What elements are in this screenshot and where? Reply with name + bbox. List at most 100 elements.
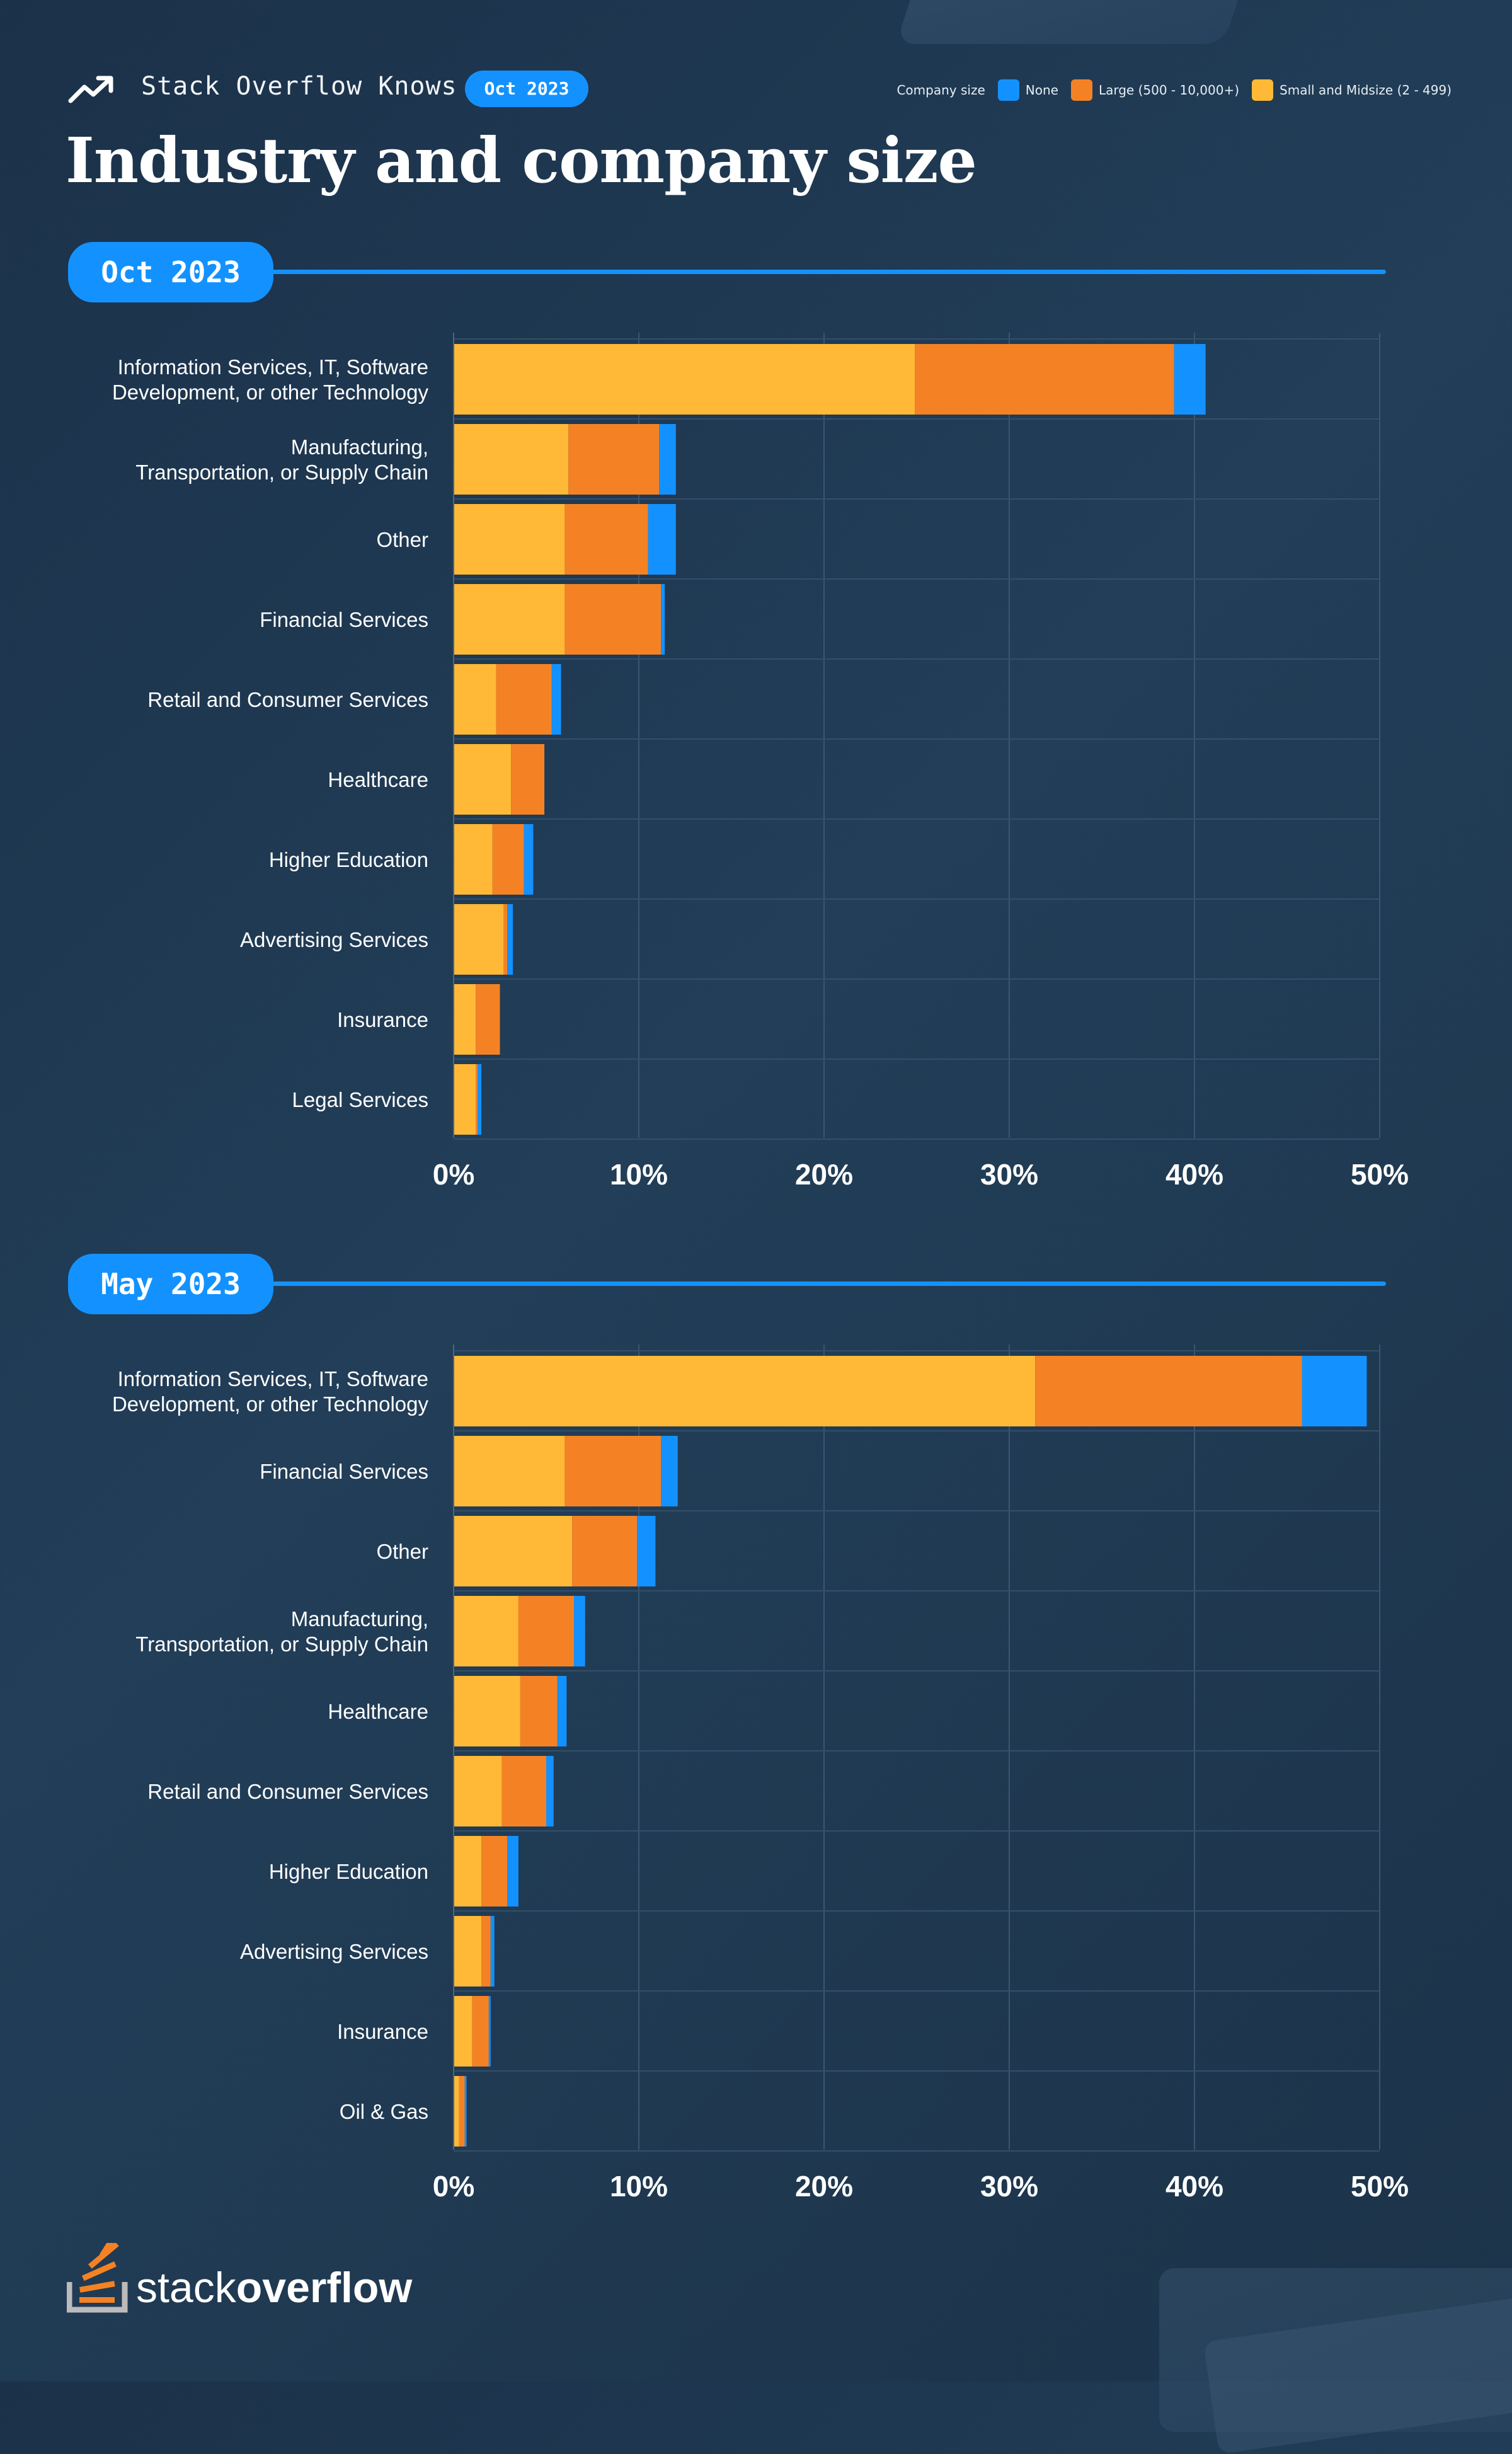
stackoverflow-wordmark: stackoverflow xyxy=(136,2264,413,2312)
bar-segment-none xyxy=(1302,1356,1367,1426)
wordmark-light: stack xyxy=(136,2264,237,2312)
category-label: Insurance xyxy=(337,1008,428,1031)
stackoverflow-logo-icon xyxy=(66,2224,128,2313)
page-title: Industry and company size xyxy=(66,125,977,197)
category-label: Other xyxy=(376,1540,428,1563)
category-label-line: Legal Services xyxy=(292,1088,428,1111)
category-label: Retail and Consumer Services xyxy=(147,688,428,711)
category-label-line: Insurance xyxy=(337,1008,428,1031)
x-tick-label: 40% xyxy=(1166,2170,1223,2203)
bar-segment-small-and-midsize-2-499 xyxy=(454,504,565,575)
bar-segment-large-500-10-000 xyxy=(564,584,662,655)
bar-segment-large-500-10-000 xyxy=(481,1836,508,1906)
category-label: Retail and Consumer Services xyxy=(147,1780,428,1803)
category-label: Manufacturing, Transportation, or Supply … xyxy=(135,435,428,484)
category-label-line: Financial Services xyxy=(260,608,428,631)
bar-segment-small-and-midsize-2-499 xyxy=(454,1596,518,1666)
category-label: Information Services, IT, Software Develo… xyxy=(112,1367,429,1416)
bar-segment-none xyxy=(1174,344,1206,415)
wordmark-bold: overflow xyxy=(236,2264,413,2312)
bar-segment-small-and-midsize-2-499 xyxy=(454,424,569,495)
x-tick-label: 30% xyxy=(980,2170,1038,2203)
category-label: Financial Services xyxy=(260,608,428,631)
bar-segment-small-and-midsize-2-499 xyxy=(454,824,493,895)
bar-segment-small-and-midsize-2-499 xyxy=(454,1916,482,1987)
bar-segment-large-500-10-000 xyxy=(915,344,1174,415)
category-label-line: Development, or other Technology xyxy=(112,1392,429,1416)
x-tick-label: 20% xyxy=(795,2170,853,2203)
x-tick-label: 50% xyxy=(1351,2170,1409,2203)
category-label: Legal Services xyxy=(292,1088,428,1111)
category-label: Insurance xyxy=(337,2020,428,2043)
category-label-line: Transportation, or Supply Chain xyxy=(135,461,428,484)
bar-segment-small-and-midsize-2-499 xyxy=(454,1996,472,2067)
bar-segment-small-and-midsize-2-499 xyxy=(454,2076,459,2147)
bar-segment-small-and-midsize-2-499 xyxy=(454,744,512,815)
bar-segment-none xyxy=(637,1516,656,1586)
category-label-line: Higher Education xyxy=(269,848,428,871)
bar-segment-large-500-10-000 xyxy=(501,1756,546,1826)
bar-segment-none xyxy=(524,824,534,895)
section-pill-oct-2023: Oct 2023 xyxy=(68,242,273,302)
brand-name: Stack Overflow Knows xyxy=(141,72,457,101)
legend-label-small-midsize: Small and Midsize (2 - 499) xyxy=(1280,83,1452,98)
bar-chart-oct-2023: Information Services, IT, Software Develo… xyxy=(112,333,1409,1191)
legend-label-none: None xyxy=(1025,83,1058,98)
bar-segment-large-500-10-000 xyxy=(568,424,660,495)
category-label-line: Development, or other Technology xyxy=(112,381,429,404)
category-label: Healthcare xyxy=(328,1700,428,1723)
x-tick-label: 50% xyxy=(1351,1158,1409,1191)
category-label-line: Healthcare xyxy=(328,768,428,791)
section-divider xyxy=(265,270,1386,274)
bar-segment-none xyxy=(659,424,676,495)
x-tick-label: 0% xyxy=(433,1158,474,1191)
legend-label-large: Large (500 - 10,000+) xyxy=(1098,83,1240,98)
header: Stack Overflow Knows Oct 2023 xyxy=(68,68,1454,110)
bar-segment-none xyxy=(507,904,513,975)
bar-segment-small-and-midsize-2-499 xyxy=(454,1836,482,1906)
category-label: Other xyxy=(376,528,428,551)
category-label-line: Other xyxy=(376,528,428,551)
bar-segment-none xyxy=(557,1676,567,1746)
category-label-line: Higher Education xyxy=(269,1860,428,1883)
category-label-line: Manufacturing, xyxy=(291,435,428,459)
category-label: Advertising Services xyxy=(240,928,428,951)
bar-segment-none xyxy=(661,584,665,655)
category-label: Advertising Services xyxy=(240,1940,428,1963)
category-label-line: Advertising Services xyxy=(240,1940,428,1963)
bar-segment-none xyxy=(551,664,561,735)
bar-segment-small-and-midsize-2-499 xyxy=(454,904,504,975)
category-label: Higher Education xyxy=(269,1860,428,1883)
legend-title: Company size xyxy=(896,83,985,98)
category-label: Healthcare xyxy=(328,768,428,791)
bar-segment-small-and-midsize-2-499 xyxy=(454,1676,520,1746)
bar-segment-none xyxy=(648,504,676,575)
bar-segment-large-500-10-000 xyxy=(476,1064,478,1135)
bar-segment-small-and-midsize-2-499 xyxy=(454,344,915,415)
x-tick-label: 0% xyxy=(433,2170,474,2203)
category-label-line: Retail and Consumer Services xyxy=(147,688,428,711)
bar-segment-large-500-10-000 xyxy=(492,824,524,895)
bar-segment-small-and-midsize-2-499 xyxy=(454,1064,476,1135)
bar-segment-none xyxy=(464,2076,467,2147)
bar-segment-small-and-midsize-2-499 xyxy=(454,584,565,655)
bar-segment-large-500-10-000 xyxy=(459,2076,465,2147)
bar-segment-none xyxy=(488,1996,491,2067)
section-divider xyxy=(265,1281,1386,1286)
section-pill-may-2023: May 2023 xyxy=(68,1254,273,1314)
bar-segment-small-and-midsize-2-499 xyxy=(454,984,476,1055)
bar-segment-large-500-10-000 xyxy=(476,984,500,1055)
bar-segment-none xyxy=(661,1436,678,1506)
category-label-line: Other xyxy=(376,1540,428,1563)
trending-up-icon xyxy=(68,76,113,103)
bar-segment-large-500-10-000 xyxy=(572,1516,638,1586)
category-label-line: Insurance xyxy=(337,2020,428,2043)
x-tick-label: 30% xyxy=(980,1158,1038,1191)
bar-segment-small-and-midsize-2-499 xyxy=(454,1756,502,1826)
bar-segment-small-and-midsize-2-499 xyxy=(454,664,496,735)
category-label: Financial Services xyxy=(260,1460,428,1483)
legend: Company size None Large (500 - 10,000+) … xyxy=(896,79,1452,101)
bar-segment-large-500-10-000 xyxy=(481,1916,491,1987)
bar-segment-none xyxy=(490,1916,495,1987)
category-label: Oil & Gas xyxy=(340,2100,428,2123)
